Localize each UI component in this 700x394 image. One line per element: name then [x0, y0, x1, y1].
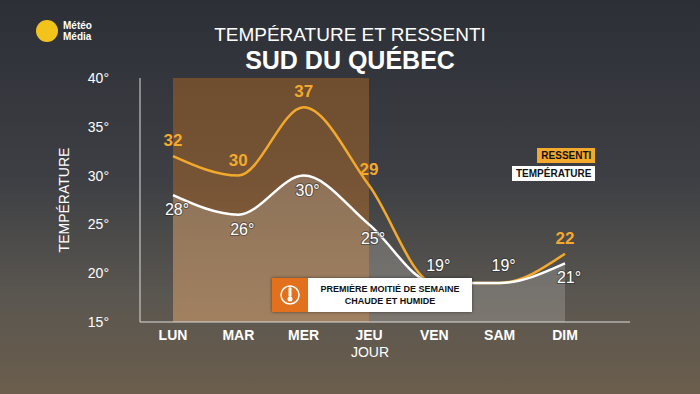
svg-text:40°: 40°	[88, 70, 109, 86]
svg-text:SAM: SAM	[484, 327, 515, 343]
html-text:Météo: Météo	[63, 20, 92, 31]
svg-text:29: 29	[360, 160, 379, 179]
svg-text:DIM: DIM	[552, 327, 578, 343]
html-text:RESSENTI: RESSENTI	[541, 150, 592, 161]
svg-text:MAR: MAR	[222, 327, 254, 343]
svg-text:35°: 35°	[88, 119, 109, 135]
html-text:TEMPÉRATURE ET RESSENTI: TEMPÉRATURE ET RESSENTI	[214, 24, 486, 45]
svg-text:25°: 25°	[88, 216, 109, 232]
svg-text:37: 37	[294, 82, 313, 101]
svg-text:LUN: LUN	[159, 327, 188, 343]
svg-text:28°: 28°	[165, 201, 189, 218]
svg-text:19°: 19°	[492, 257, 516, 274]
html-text:PREMIÈRE MOITIÉ DE SEMAINE: PREMIÈRE MOITIÉ DE SEMAINE	[320, 284, 460, 294]
svg-text:22: 22	[556, 229, 575, 248]
html-text:CHAUDE ET HUMIDE: CHAUDE ET HUMIDE	[344, 296, 436, 306]
svg-text:15°: 15°	[88, 314, 109, 330]
svg-text:JEU: JEU	[355, 327, 382, 343]
svg-text:26°: 26°	[230, 221, 254, 238]
svg-text:20°: 20°	[88, 265, 109, 281]
svg-text:32: 32	[164, 131, 183, 150]
svg-text:MER: MER	[288, 327, 319, 343]
svg-text:VEN: VEN	[420, 327, 449, 343]
svg-text:19°: 19°	[426, 257, 450, 274]
svg-text:30: 30	[229, 151, 248, 170]
svg-text:25°: 25°	[361, 230, 385, 247]
svg-text:30°: 30°	[88, 168, 109, 184]
html-text:TEMPÉRATURE: TEMPÉRATURE	[516, 168, 592, 179]
html-text:Média: Média	[63, 31, 92, 42]
html-text:JOUR: JOUR	[350, 344, 390, 360]
svg-text:30°: 30°	[296, 182, 320, 199]
html-text:TEMPÉRATURE: TEMPÉRATURE	[56, 147, 72, 253]
html-text:SUD DU QUÉBEC: SUD DU QUÉBEC	[245, 46, 455, 74]
svg-text:21°: 21°	[557, 269, 581, 286]
